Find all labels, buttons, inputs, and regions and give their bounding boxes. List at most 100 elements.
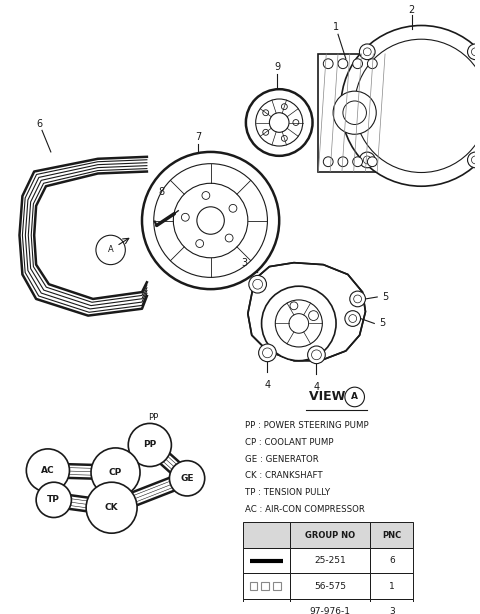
Text: 5: 5 xyxy=(379,319,385,328)
Circle shape xyxy=(263,110,269,115)
Text: 56-575: 56-575 xyxy=(314,581,346,591)
Text: CK: CK xyxy=(105,503,119,512)
Circle shape xyxy=(253,279,263,289)
Text: GE: GE xyxy=(180,474,194,483)
Circle shape xyxy=(289,314,309,333)
Circle shape xyxy=(142,152,279,289)
Bar xyxy=(273,582,281,590)
Circle shape xyxy=(350,291,365,307)
Circle shape xyxy=(276,300,323,347)
Circle shape xyxy=(355,39,480,173)
Text: 7: 7 xyxy=(195,132,201,142)
Circle shape xyxy=(308,346,325,363)
Circle shape xyxy=(181,213,189,221)
Text: A: A xyxy=(108,246,113,254)
Text: VIEW: VIEW xyxy=(309,391,349,403)
Circle shape xyxy=(173,184,248,258)
Circle shape xyxy=(263,348,272,358)
Text: 6: 6 xyxy=(389,556,395,565)
Text: 4: 4 xyxy=(313,382,320,392)
Circle shape xyxy=(202,192,210,200)
Circle shape xyxy=(196,239,204,247)
Circle shape xyxy=(169,460,204,496)
Circle shape xyxy=(256,99,303,146)
Bar xyxy=(290,523,371,548)
Bar xyxy=(243,573,290,599)
Circle shape xyxy=(197,207,224,235)
Bar xyxy=(243,548,290,573)
Circle shape xyxy=(345,387,364,406)
Bar xyxy=(250,607,283,614)
Bar xyxy=(250,582,257,590)
Circle shape xyxy=(367,59,377,69)
Circle shape xyxy=(360,44,375,60)
Text: GROUP NO: GROUP NO xyxy=(305,530,355,540)
Text: 3: 3 xyxy=(241,258,247,268)
Text: PP: PP xyxy=(148,413,158,422)
Text: 9: 9 xyxy=(274,61,280,72)
Circle shape xyxy=(333,91,376,134)
Circle shape xyxy=(360,152,375,168)
Text: 6: 6 xyxy=(36,120,42,130)
Circle shape xyxy=(353,59,362,69)
Circle shape xyxy=(363,48,371,56)
Circle shape xyxy=(246,89,312,156)
Bar xyxy=(261,582,269,590)
Circle shape xyxy=(259,344,276,362)
Circle shape xyxy=(249,276,266,293)
Circle shape xyxy=(468,152,480,168)
Circle shape xyxy=(338,157,348,166)
Circle shape xyxy=(471,48,480,56)
Text: 4: 4 xyxy=(264,380,271,390)
Circle shape xyxy=(367,157,377,166)
Circle shape xyxy=(262,286,336,360)
Text: 3: 3 xyxy=(389,607,395,614)
Text: CP: CP xyxy=(109,468,122,477)
Polygon shape xyxy=(248,263,365,360)
Polygon shape xyxy=(318,54,392,171)
Circle shape xyxy=(468,44,480,60)
Circle shape xyxy=(128,424,171,467)
Text: CP : COOLANT PUMP: CP : COOLANT PUMP xyxy=(245,438,334,447)
Circle shape xyxy=(86,482,137,533)
Circle shape xyxy=(349,314,357,322)
Bar xyxy=(243,599,290,614)
Bar xyxy=(290,573,371,599)
Text: PNC: PNC xyxy=(382,530,402,540)
Circle shape xyxy=(324,59,333,69)
Text: 5: 5 xyxy=(382,292,388,302)
Bar xyxy=(290,548,371,573)
Circle shape xyxy=(26,449,70,492)
Circle shape xyxy=(471,156,480,164)
Circle shape xyxy=(36,482,72,518)
Circle shape xyxy=(341,26,480,186)
Circle shape xyxy=(269,113,289,133)
Circle shape xyxy=(229,204,237,212)
Circle shape xyxy=(225,234,233,242)
Circle shape xyxy=(312,350,321,360)
Bar xyxy=(371,523,413,548)
Circle shape xyxy=(324,157,333,166)
Circle shape xyxy=(354,295,361,303)
Circle shape xyxy=(353,157,362,166)
Circle shape xyxy=(154,164,267,278)
Text: TP: TP xyxy=(48,495,60,504)
Text: 2: 2 xyxy=(408,5,415,15)
Text: CK : CRANKSHAFT: CK : CRANKSHAFT xyxy=(245,472,323,480)
Circle shape xyxy=(290,302,298,309)
Text: 1: 1 xyxy=(333,23,339,33)
Text: 25-251: 25-251 xyxy=(314,556,346,565)
Bar xyxy=(371,548,413,573)
Circle shape xyxy=(91,448,140,497)
Text: AC: AC xyxy=(41,466,55,475)
Circle shape xyxy=(345,311,360,327)
Text: PP : POWER STEERING PUMP: PP : POWER STEERING PUMP xyxy=(245,421,369,430)
Text: PP: PP xyxy=(143,440,156,449)
Text: TP : TENSION PULLY: TP : TENSION PULLY xyxy=(245,488,330,497)
Bar xyxy=(290,599,371,614)
Circle shape xyxy=(343,101,366,125)
Circle shape xyxy=(281,136,288,141)
Bar xyxy=(371,573,413,599)
Text: AC : AIR-CON COMPRESSOR: AC : AIR-CON COMPRESSOR xyxy=(245,505,365,514)
Bar xyxy=(371,599,413,614)
